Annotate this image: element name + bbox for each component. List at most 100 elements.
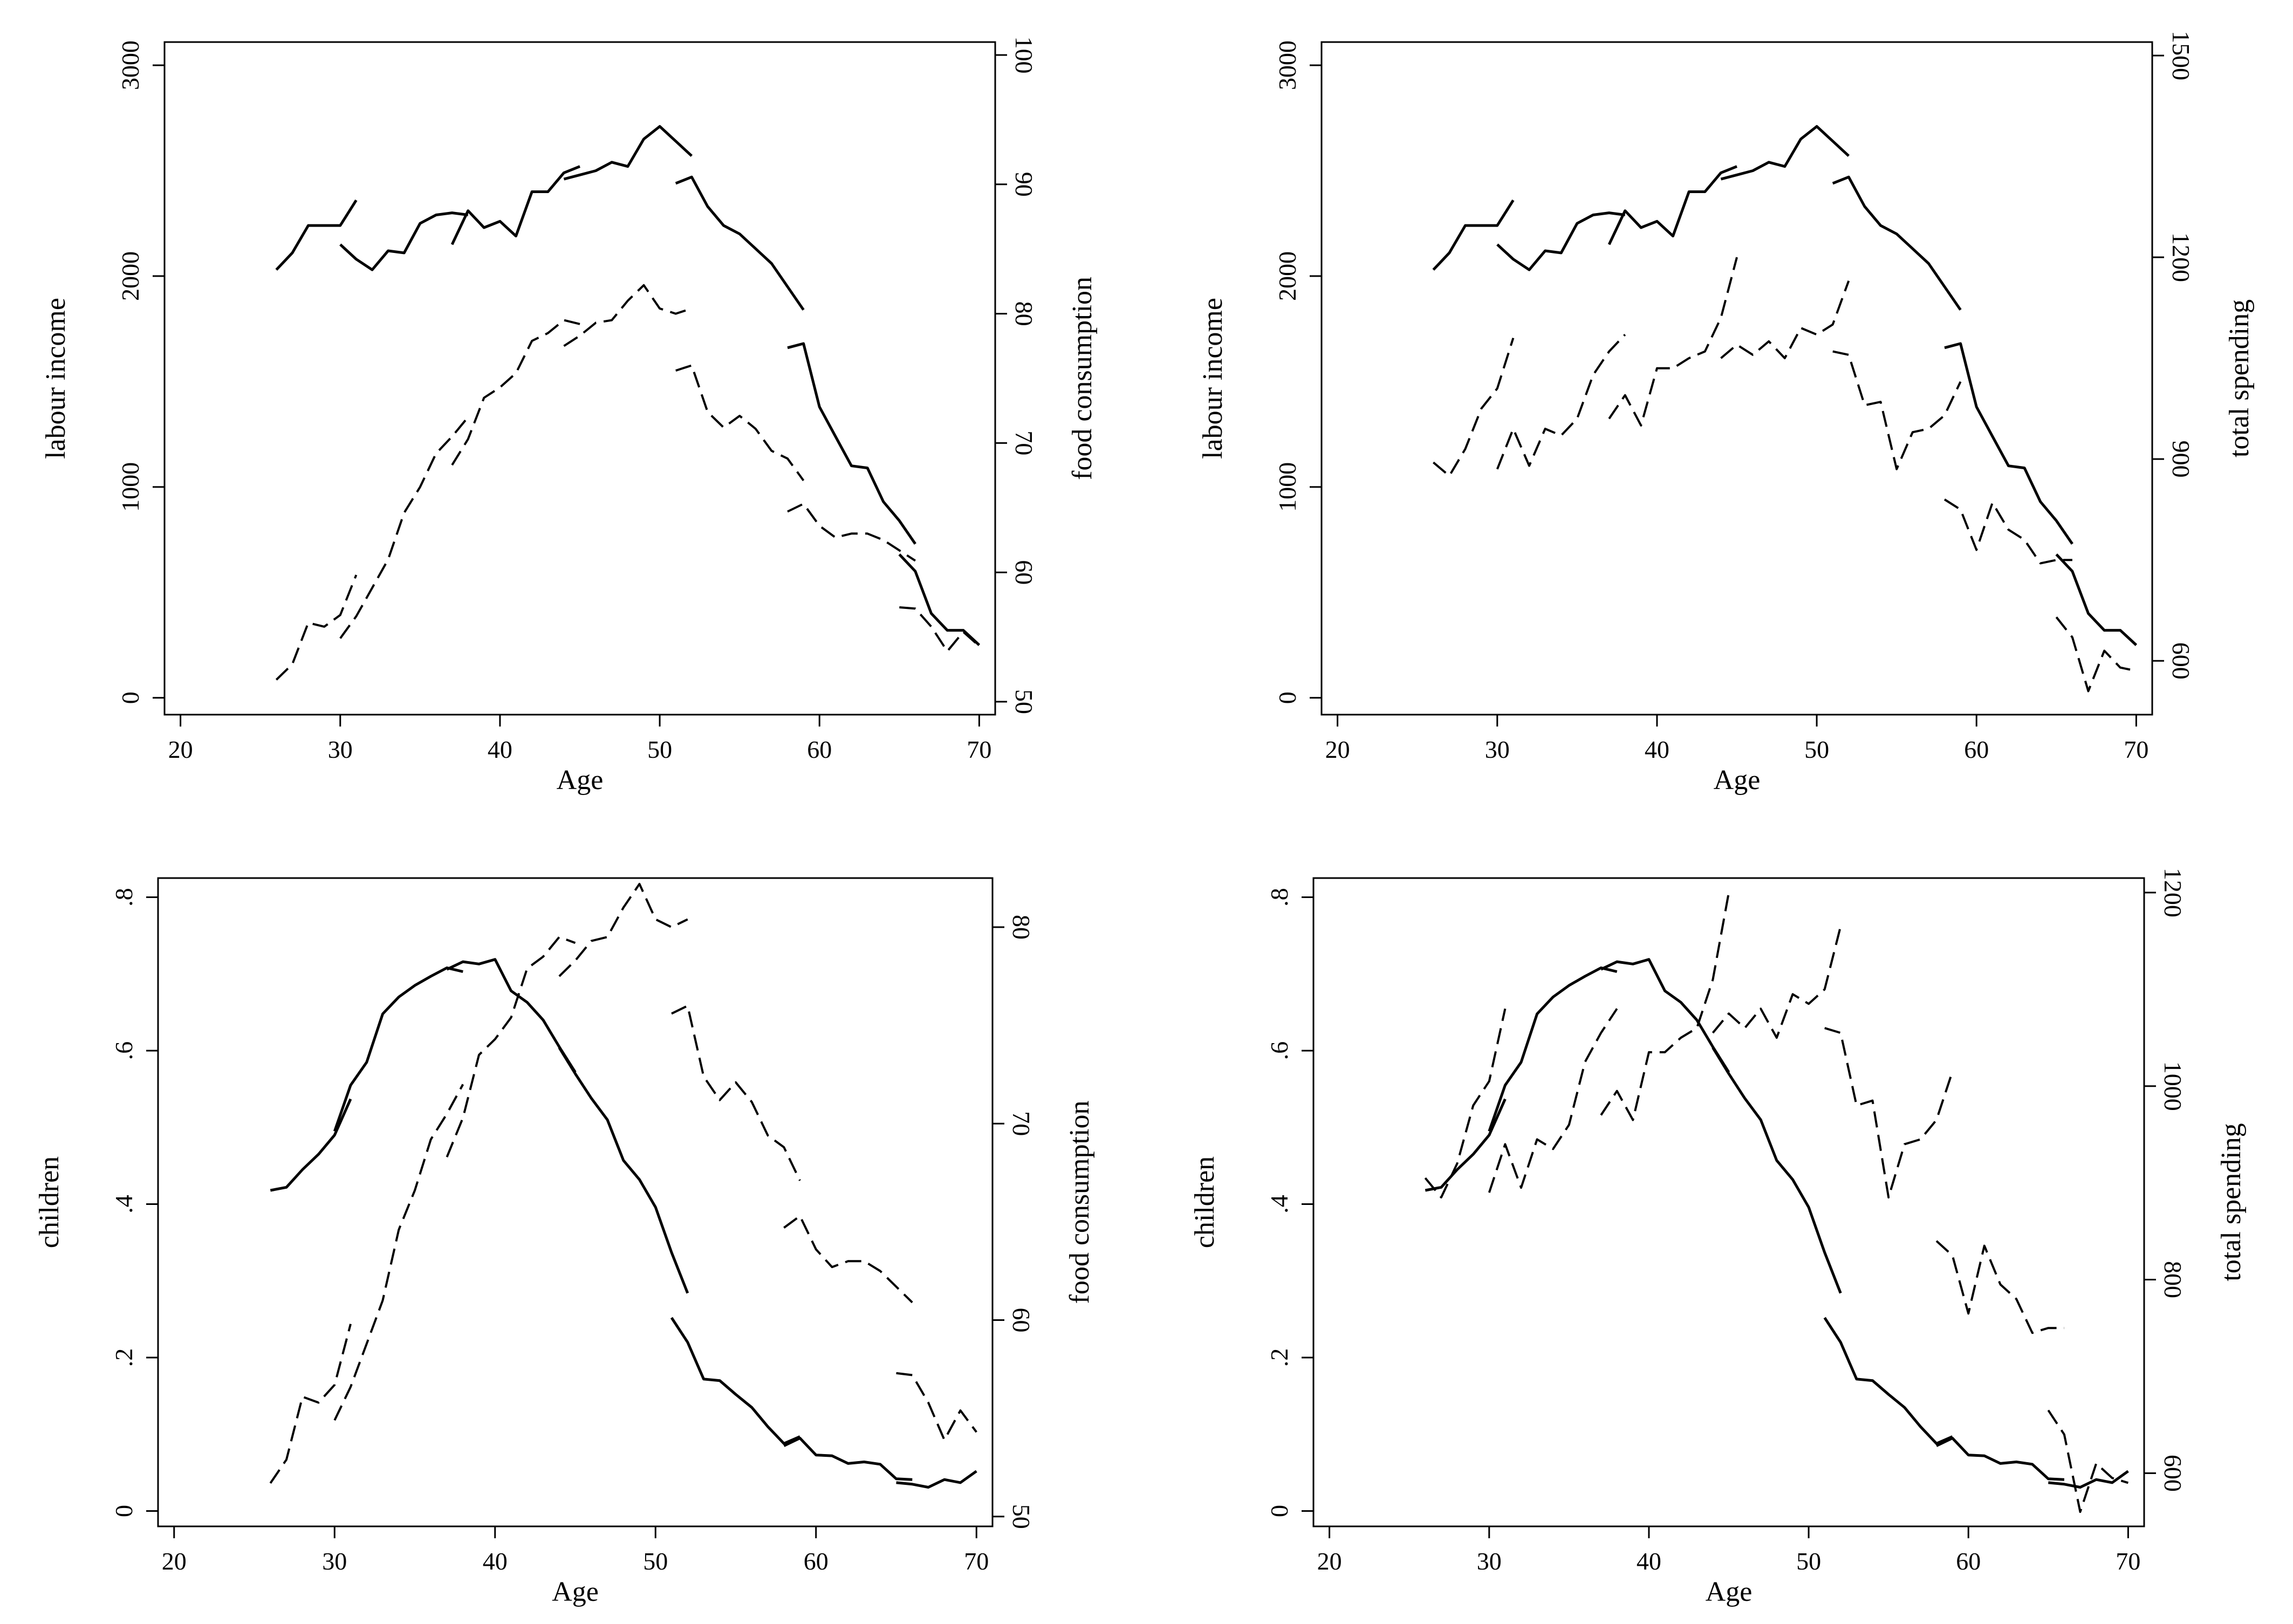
x-tick-label: 70 xyxy=(2116,1547,2140,1575)
y-right-tick-label: 50 xyxy=(1008,1504,1035,1529)
series-line-5 xyxy=(670,1317,800,1445)
y-right-tick-label: 70 xyxy=(1008,1111,1035,1136)
series-line-6 xyxy=(1944,342,2073,545)
y-left-axis-title: labour income xyxy=(1197,298,1228,459)
series-line-8 xyxy=(269,1324,352,1484)
y-left-tick-label: .8 xyxy=(110,888,138,907)
series-line-2 xyxy=(333,966,463,1132)
series-line-13 xyxy=(1943,498,2072,565)
x-tick-label: 30 xyxy=(1485,736,1510,763)
series-line-12 xyxy=(1832,350,1962,470)
series-line-1 xyxy=(270,1098,352,1192)
series-line-4 xyxy=(558,1047,689,1294)
series-line-14 xyxy=(2055,616,2137,693)
series-line-7 xyxy=(2055,553,2138,646)
series-line-2 xyxy=(1488,966,1618,1132)
x-tick-label: 60 xyxy=(1964,736,1989,763)
y-right-axis-title: total spending xyxy=(2224,299,2255,457)
series-line-10 xyxy=(446,936,576,1157)
series-line-12 xyxy=(1824,1027,1954,1198)
y-right-tick-label: 1500 xyxy=(2167,31,2195,80)
series-line-7 xyxy=(898,553,981,646)
x-tick-label: 60 xyxy=(807,736,832,763)
plot-frame xyxy=(157,877,994,1527)
chart-panel-3: 20 30 40 50 60 70 0 .2 .4 .6 .8 50 60 70 80 Age children… xyxy=(34,877,1095,1607)
plot-frame xyxy=(1312,877,2145,1527)
series-line-3 xyxy=(1600,958,1730,1073)
x-tick-label: 40 xyxy=(1637,1547,1661,1575)
series-line-6 xyxy=(1935,1436,2065,1481)
series-line-1 xyxy=(1425,1098,1507,1192)
y-left-tick-label: 3000 xyxy=(117,40,144,90)
x-tick-label: 60 xyxy=(1956,1547,1981,1575)
y-right-axis-title: food consumption xyxy=(1064,1101,1095,1304)
x-axis-title: Age xyxy=(1714,765,1761,796)
series-line-13 xyxy=(787,503,916,562)
x-tick-label: 30 xyxy=(1477,1547,1502,1575)
y-right-tick-label: 1200 xyxy=(2159,868,2187,917)
y-left-tick-label: 0 xyxy=(117,691,144,704)
x-tick-label: 20 xyxy=(1317,1547,1342,1575)
series-line-9 xyxy=(1496,334,1626,470)
series-line-14 xyxy=(899,606,980,653)
series-line-2 xyxy=(339,211,469,271)
y-right-tick-label: 100 xyxy=(1010,36,1038,73)
y-left-tick-label: 0 xyxy=(1265,1505,1293,1517)
y-right-tick-label: 900 xyxy=(2167,441,2195,478)
series-line-10 xyxy=(1608,257,1738,427)
y-right-tick-label: 60 xyxy=(1010,560,1038,585)
y-right-tick-label: 600 xyxy=(2159,1455,2187,1492)
x-axis-title: Age xyxy=(557,765,604,796)
series-line-4 xyxy=(1712,1047,1842,1294)
series-line-9 xyxy=(333,1084,464,1421)
y-left-tick-label: 0 xyxy=(1274,691,1301,704)
x-tick-label: 70 xyxy=(2124,736,2148,763)
series-line-3 xyxy=(450,165,580,245)
x-tick-label: 40 xyxy=(488,736,512,763)
y-left-tick-label: .4 xyxy=(1265,1195,1293,1214)
y-right-tick-label: 50 xyxy=(1010,689,1038,714)
y-left-tick-label: .6 xyxy=(1265,1041,1293,1060)
y-left-tick-label: 1000 xyxy=(117,462,144,512)
y-left-axis-title: labour income xyxy=(40,298,71,459)
series-line-13 xyxy=(1935,1240,2064,1334)
series-line-2 xyxy=(1496,211,1626,271)
series-line-12 xyxy=(675,364,805,482)
plot-frame xyxy=(163,41,996,716)
x-tick-label: 70 xyxy=(964,1547,989,1575)
y-left-tick-label: .6 xyxy=(110,1041,138,1060)
x-tick-label: 40 xyxy=(483,1547,508,1575)
x-axis-title: Age xyxy=(552,1577,599,1607)
y-right-tick-label: 90 xyxy=(1010,172,1038,197)
series-line-3 xyxy=(1607,165,1737,245)
y-left-tick-label: 1000 xyxy=(1274,462,1301,512)
series-line-10 xyxy=(1600,892,1730,1121)
series-line-6 xyxy=(783,1436,913,1481)
x-tick-label: 30 xyxy=(322,1547,347,1575)
series-line-1 xyxy=(275,199,358,271)
x-tick-label: 20 xyxy=(1325,736,1350,763)
series-line-1 xyxy=(1432,199,1515,271)
y-left-tick-label: .2 xyxy=(1265,1348,1293,1367)
y-right-tick-label: 800 xyxy=(2159,1261,2187,1298)
x-tick-label: 40 xyxy=(1645,736,1669,763)
x-tick-label: 20 xyxy=(168,736,193,763)
y-right-tick-label: 60 xyxy=(1008,1308,1035,1333)
series-line-3 xyxy=(446,958,577,1073)
series-line-9 xyxy=(1488,1008,1618,1193)
x-tick-label: 20 xyxy=(162,1547,187,1575)
series-line-14 xyxy=(896,1372,977,1441)
y-right-tick-label: 80 xyxy=(1010,301,1038,326)
series-line-8 xyxy=(275,574,358,681)
x-tick-label: 50 xyxy=(643,1547,668,1575)
y-left-tick-label: .4 xyxy=(110,1195,138,1214)
series-line-8 xyxy=(1433,338,1515,477)
y-left-tick-label: 2000 xyxy=(117,251,144,301)
series-line-14 xyxy=(2047,1409,2128,1513)
x-tick-label: 50 xyxy=(647,736,672,763)
series-line-13 xyxy=(783,1215,913,1304)
y-right-axis-title: total spending xyxy=(2216,1123,2247,1281)
x-axis-title: Age xyxy=(1706,1577,1753,1607)
x-tick-label: 70 xyxy=(967,736,991,763)
